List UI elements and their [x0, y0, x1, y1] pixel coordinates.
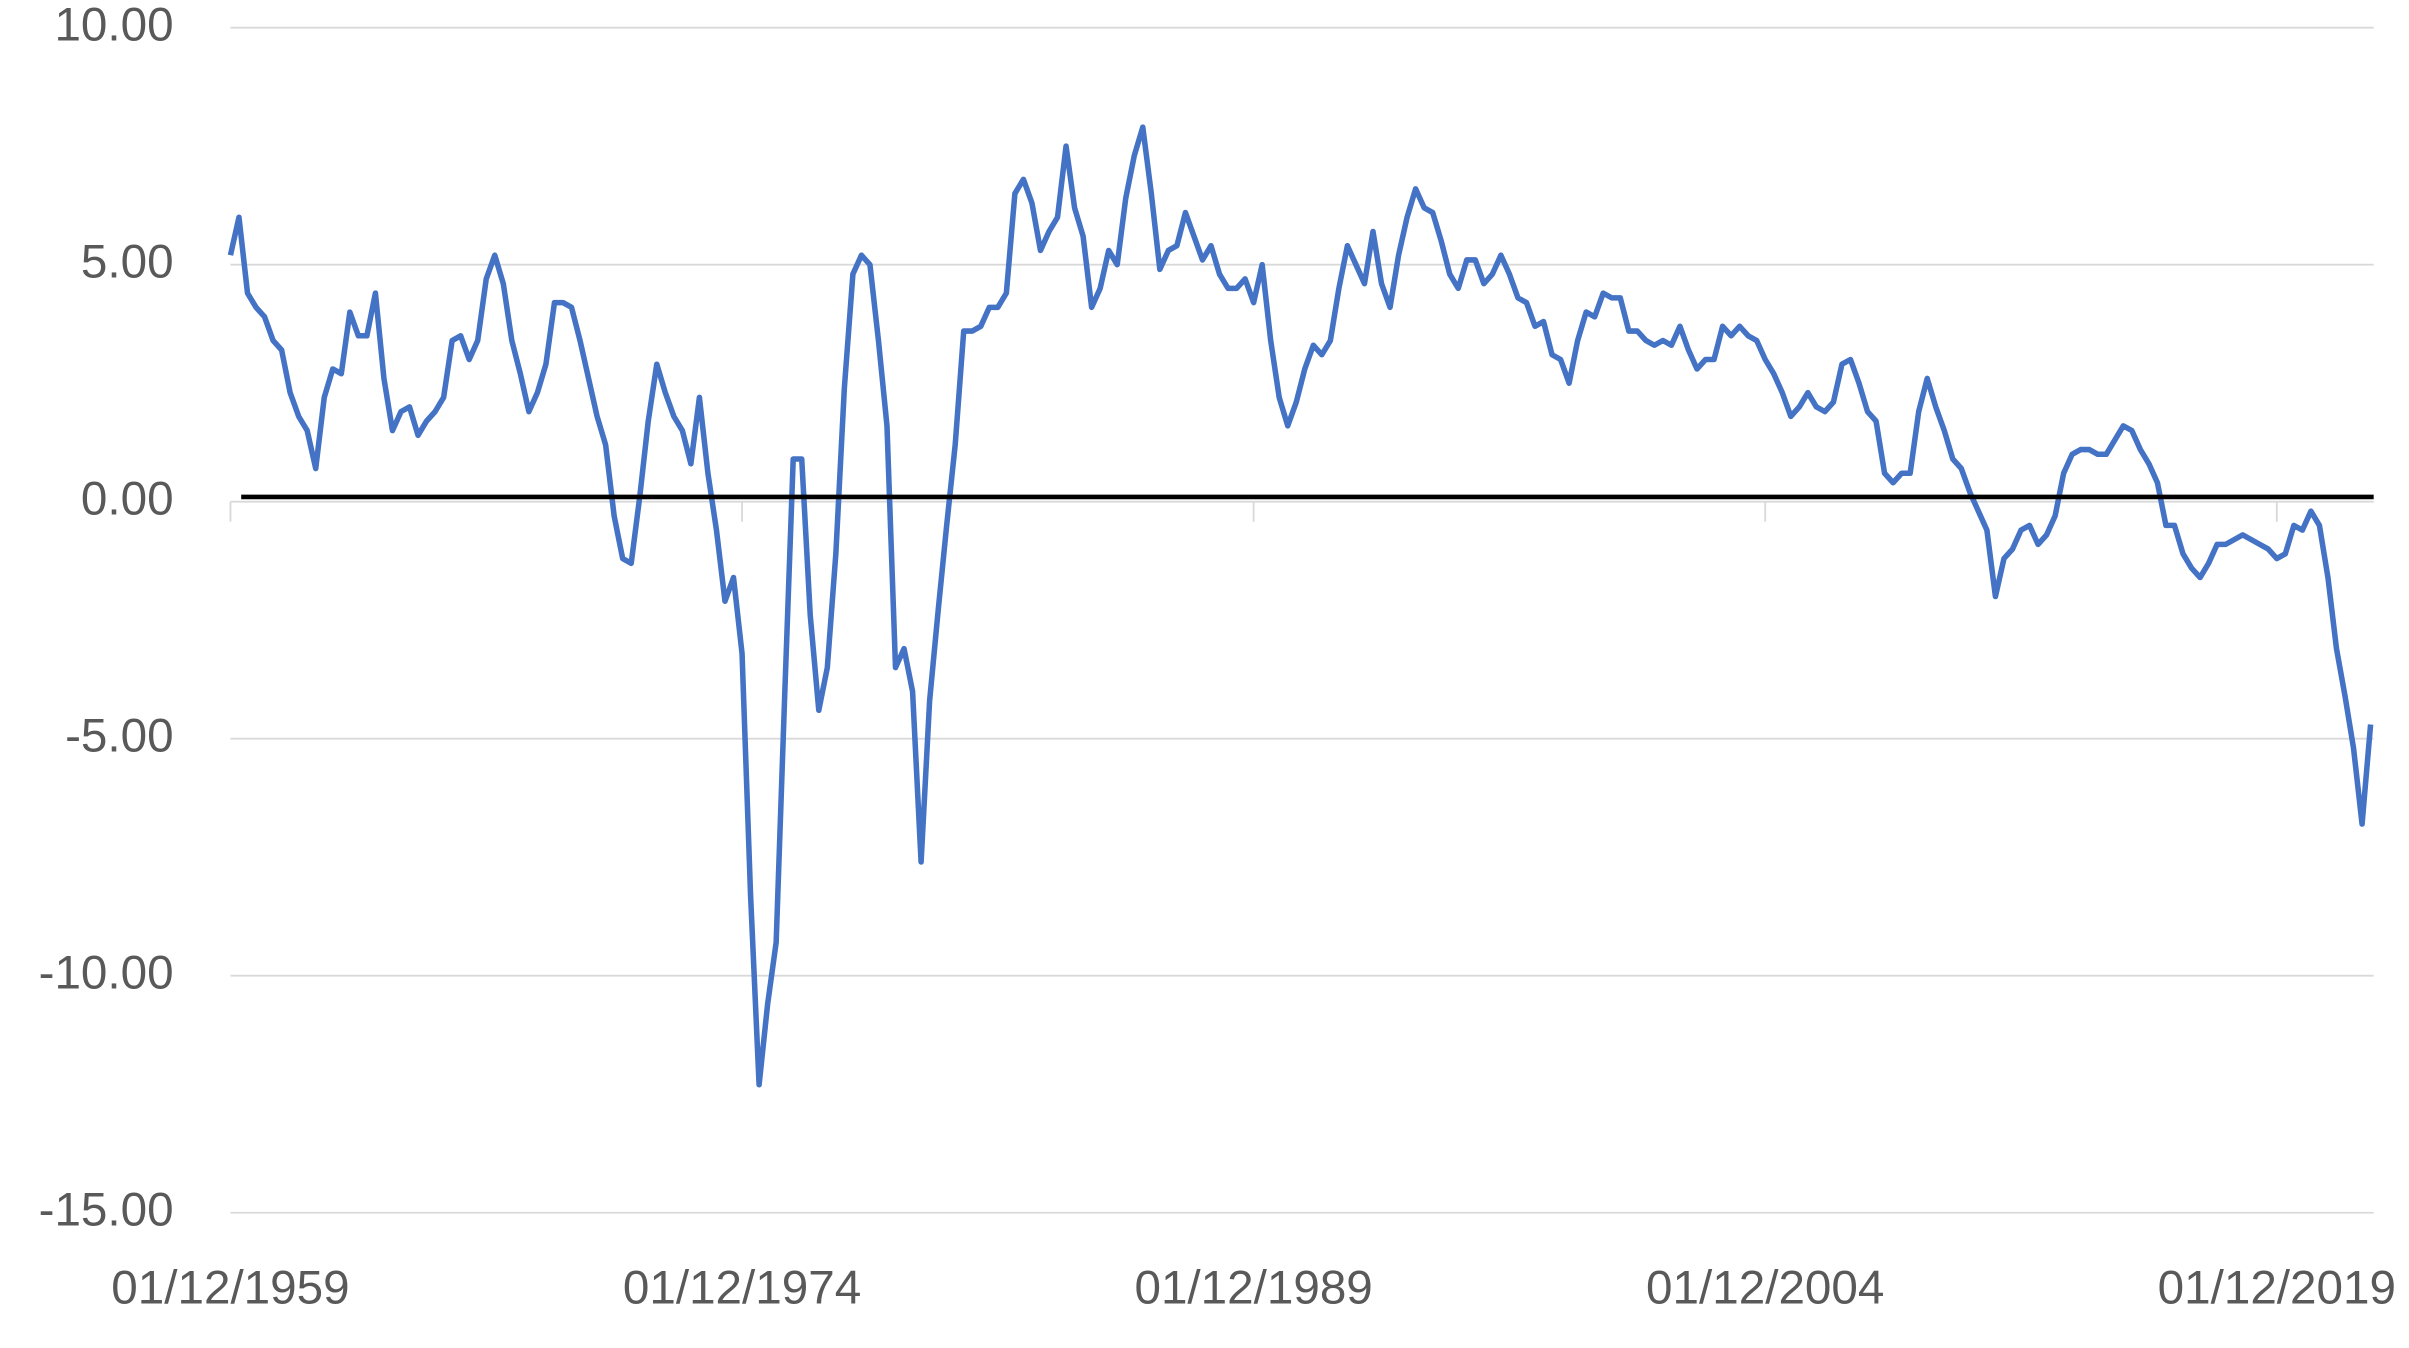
y-tick-label: -15.00 [39, 1183, 174, 1236]
y-tick-label: 0.00 [81, 472, 174, 525]
y-tick-label: -5.00 [65, 709, 174, 762]
x-tick-label: 01/12/2004 [1646, 1262, 1884, 1315]
x-tick-label: 01/12/2019 [2158, 1262, 2396, 1315]
data-line [227, 124, 2374, 1088]
x-tick-label: 01/12/1974 [623, 1262, 861, 1315]
y-tick-label: 10.00 [54, 0, 173, 51]
x-tick-label: 01/12/1989 [1134, 1262, 1372, 1315]
x-tick-label: 01/12/1959 [111, 1262, 349, 1315]
y-tick-label: -10.00 [39, 946, 174, 999]
y-tick-label: 5.00 [81, 235, 174, 288]
